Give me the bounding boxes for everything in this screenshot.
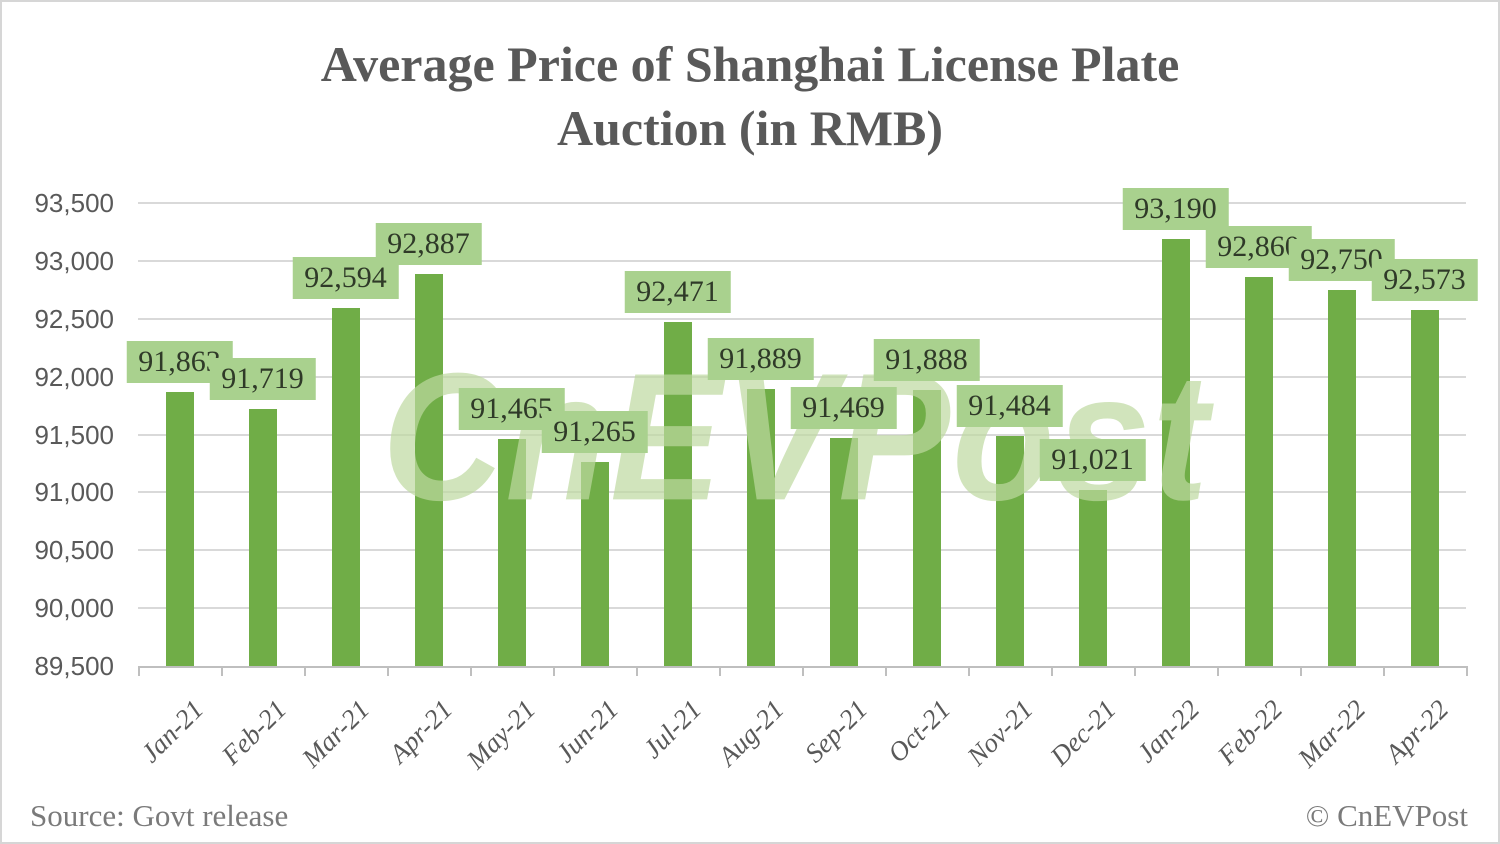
y-axis-tick-label: 89,500 [34, 651, 114, 681]
data-label-jun-21: 91,265 [541, 410, 648, 453]
gridline [138, 202, 1466, 204]
x-axis-tick [1134, 666, 1136, 676]
bar-mar-21 [331, 307, 360, 666]
chart-title: Average Price of Shanghai License Plate … [2, 32, 1498, 160]
bar-apr-22 [1410, 310, 1439, 666]
y-axis-tick-label: 90,000 [34, 593, 114, 624]
x-axis-tick [636, 666, 638, 676]
y-axis-tick-label: 93,500 [34, 188, 114, 218]
x-axis-tick [138, 666, 140, 676]
data-label-apr-21: 92,887 [375, 222, 482, 265]
bar-dec-21 [1078, 489, 1107, 666]
x-axis-tick [221, 666, 223, 676]
bar-feb-21 [248, 409, 277, 666]
data-label-nov-21: 91,484 [956, 385, 1063, 428]
data-label-mar-21: 92,594 [292, 256, 399, 299]
x-label-feb-22: Feb-22 [1211, 694, 1288, 771]
bar-aug-21 [746, 389, 775, 666]
x-axis-tick [1051, 666, 1053, 676]
source-text: Source: Govt release [30, 798, 289, 833]
data-label-jan-22: 93,190 [1122, 187, 1229, 230]
bar-mar-22 [1327, 289, 1356, 666]
data-label-may-21: 91,465 [458, 387, 565, 430]
x-label-apr-22: Apr-22 [1378, 694, 1454, 769]
x-label-feb-21: Feb-21 [215, 694, 292, 771]
y-axis-tick-label: 91,500 [34, 419, 114, 450]
x-label-aug-21: Aug-21 [712, 694, 790, 772]
gridline [138, 491, 1466, 494]
x-axis-tick [719, 666, 721, 676]
x-label-jan-21: Jan-21 [134, 694, 209, 769]
x-axis-tick [304, 666, 306, 676]
x-axis-tick [553, 666, 555, 676]
data-label-apr-22: 92,573 [1371, 259, 1478, 302]
y-axis-tick-label: 90,500 [34, 535, 114, 566]
bar-apr-21 [414, 273, 443, 666]
data-label-feb-21: 91,719 [209, 358, 316, 401]
bar-jul-21 [663, 322, 692, 666]
gridline [138, 549, 1466, 552]
bar-may-21 [497, 438, 526, 666]
x-label-dec-21: Dec-21 [1044, 694, 1122, 772]
y-axis-tick-label: 92,500 [34, 303, 114, 334]
x-axis-tick [968, 666, 970, 676]
data-label-oct-21: 91,888 [873, 338, 980, 381]
bar-jun-21 [580, 461, 609, 666]
gridline [138, 317, 1466, 320]
x-label-may-21: May-21 [460, 694, 541, 775]
gridline [138, 433, 1466, 436]
x-label-oct-21: Oct-21 [881, 694, 956, 769]
x-axis-tick [470, 666, 472, 676]
x-label-sep-21: Sep-21 [798, 694, 873, 769]
x-axis-tick [885, 666, 887, 676]
bar-nov-21 [995, 436, 1024, 666]
y-axis-tick-label: 91,000 [34, 477, 114, 508]
data-label-jul-21: 92,471 [624, 271, 731, 314]
chart-title-line2: Auction (in RMB) [556, 100, 944, 156]
x-label-nov-21: Nov-21 [961, 694, 1039, 772]
chart-title-line1: Average Price of Shanghai License Plate [320, 36, 1180, 92]
bar-jan-21 [165, 392, 194, 666]
data-label-sep-21: 91,469 [790, 387, 897, 430]
bar-jan-22 [1161, 238, 1190, 666]
x-axis-tick [1217, 666, 1219, 676]
x-label-mar-22: Mar-22 [1291, 694, 1371, 774]
bar-oct-21 [912, 389, 941, 666]
x-label-jan-22: Jan-22 [1130, 694, 1205, 769]
x-axis-tick [1466, 666, 1468, 676]
copyright-text: © CnEVPost [1305, 798, 1468, 833]
y-axis-tick-label: 92,000 [34, 361, 114, 392]
data-label-aug-21: 91,889 [707, 338, 814, 381]
x-label-jul-21: Jul-21 [636, 694, 707, 764]
x-label-jun-21: Jun-21 [549, 694, 624, 769]
x-axis-tick [802, 666, 804, 676]
x-axis-tick [387, 666, 389, 676]
gridline [138, 607, 1466, 610]
x-label-apr-21: Apr-21 [382, 694, 458, 769]
bar-sep-21 [829, 438, 858, 666]
bar-feb-22 [1244, 277, 1273, 666]
x-label-mar-21: Mar-21 [295, 694, 375, 774]
x-axis-tick [1383, 666, 1385, 676]
data-label-dec-21: 91,021 [1039, 438, 1146, 481]
y-axis-tick-label: 93,000 [34, 245, 114, 276]
gridline [138, 259, 1466, 262]
x-axis-tick [1300, 666, 1302, 676]
